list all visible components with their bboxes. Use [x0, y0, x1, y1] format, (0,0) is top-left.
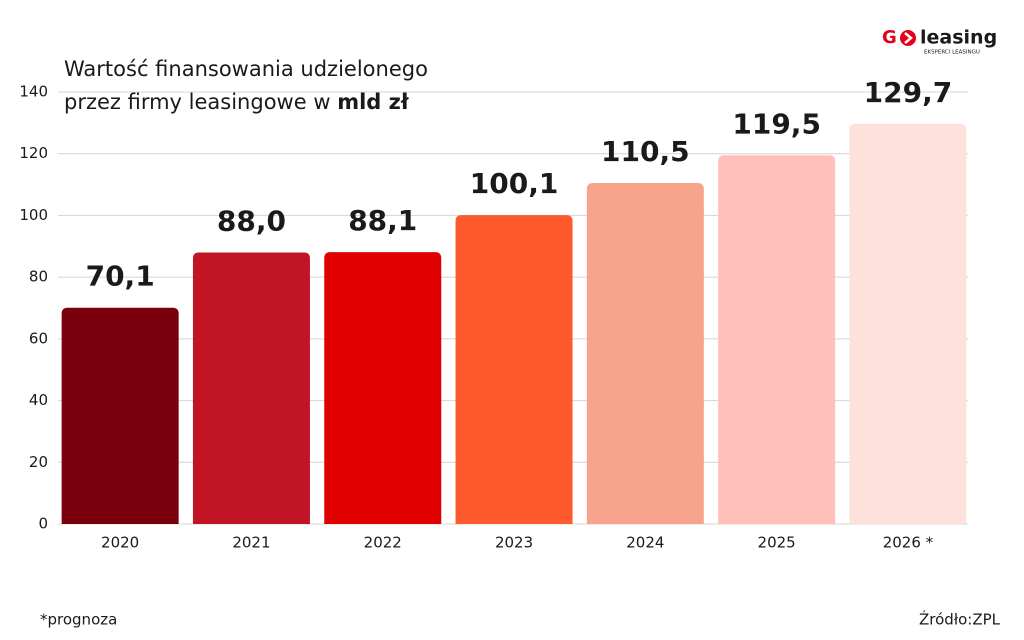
y-tick-label: 20	[29, 453, 48, 471]
y-tick-label: 100	[19, 206, 48, 224]
x-tick-label: 2020	[101, 534, 139, 552]
y-tick-label: 60	[29, 329, 48, 347]
value-label: 88,1	[348, 204, 417, 237]
footnote: *prognoza	[40, 611, 117, 629]
x-tick-label: 2022	[364, 534, 402, 552]
logo-prefix: G	[882, 27, 897, 48]
x-tick-label: 2026 *	[883, 534, 934, 552]
logo-icon	[900, 30, 916, 46]
value-label: 70,1	[86, 260, 155, 293]
x-tick-label: 2021	[232, 534, 270, 552]
y-tick-label: 40	[29, 391, 48, 409]
bar	[192, 252, 310, 524]
x-tick-label: 2025	[758, 534, 796, 552]
logo-arrow	[904, 32, 913, 44]
value-label: 110,5	[601, 135, 690, 168]
logo-text: leasing	[920, 27, 997, 49]
chart-title: przez firmy leasingowe w mld zł	[64, 90, 410, 114]
chart-title-unit: mld zł	[337, 90, 410, 114]
value-label: 88,0	[217, 204, 286, 237]
chart-title: Wartość finansowania udzielonego	[64, 57, 428, 81]
bar	[718, 155, 836, 524]
x-tick-label: 2023	[495, 534, 533, 552]
chart-title-text: przez firmy leasingowe w	[64, 90, 331, 114]
y-tick-label: 120	[19, 144, 48, 162]
bar	[849, 123, 967, 524]
bar	[455, 215, 573, 524]
bar	[324, 252, 442, 525]
value-label: 119,5	[732, 107, 821, 140]
source: Źródło:ZPL	[919, 610, 1001, 629]
y-tick-label: 80	[29, 268, 48, 286]
x-tick-label: 2024	[626, 534, 664, 552]
bar	[586, 183, 704, 524]
value-label: 100,1	[470, 167, 559, 200]
bar	[61, 307, 179, 524]
value-label: 129,7	[864, 76, 953, 109]
y-tick-label: 140	[19, 83, 48, 101]
logo-tagline: EKSPERCI LEASINGU	[924, 50, 980, 56]
y-tick-label: 0	[38, 515, 48, 533]
logo: G leasing EKSPERCI LEASINGU	[882, 27, 997, 56]
